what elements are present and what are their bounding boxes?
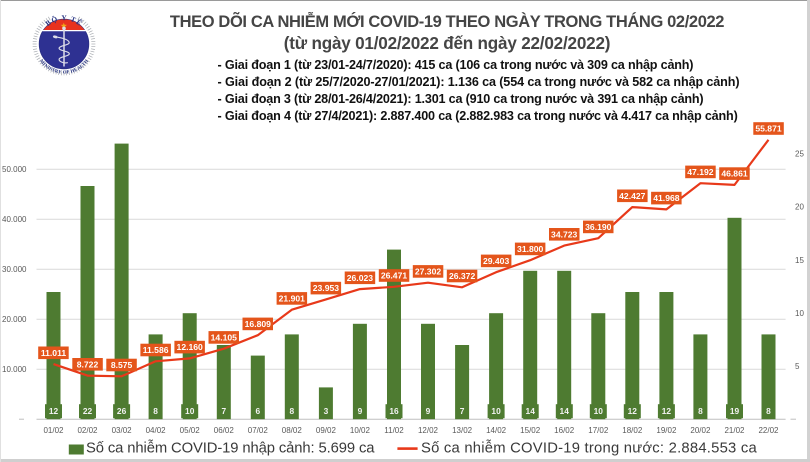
svg-text:12/02: 12/02: [418, 426, 439, 435]
svg-text:8: 8: [289, 406, 294, 416]
svg-text:BỘ Y TẾ: BỘ Y TẾ: [44, 13, 85, 28]
svg-text:11.586: 11.586: [143, 345, 169, 355]
svg-text:47.192: 47.192: [687, 167, 714, 177]
svg-text:10: 10: [795, 309, 804, 318]
svg-text:29.403: 29.403: [483, 256, 510, 266]
svg-text:10: 10: [491, 406, 501, 416]
svg-text:36.190: 36.190: [585, 222, 612, 232]
svg-text:23.953: 23.953: [313, 283, 340, 293]
svg-text:12.160: 12.160: [177, 342, 204, 352]
svg-text:3: 3: [324, 406, 329, 416]
svg-text:03/02: 03/02: [112, 426, 133, 435]
svg-text:26.023: 26.023: [347, 273, 374, 283]
svg-text:07/02: 07/02: [248, 426, 269, 435]
svg-text:41.968: 41.968: [653, 193, 680, 203]
svg-text:6: 6: [255, 406, 260, 416]
svg-text:55.871: 55.871: [755, 124, 782, 134]
svg-text:46.861: 46.861: [721, 169, 748, 179]
svg-text:Số ca nhiễm COVID-19 nhập cảnh: Số ca nhiễm COVID-19 nhập cảnh: 5.699 ca: [86, 439, 375, 456]
svg-text:10.000: 10.000: [2, 365, 27, 374]
svg-text:19/02: 19/02: [656, 426, 677, 435]
svg-text:06/02: 06/02: [214, 426, 235, 435]
svg-text:Số ca nhiễm COVID-19 trong nướ: Số ca nhiễm COVID-19 trong nước: 2.884.5…: [421, 439, 757, 456]
svg-text:9: 9: [358, 406, 363, 416]
svg-text:22/02: 22/02: [758, 426, 779, 435]
svg-text:14.105: 14.105: [211, 333, 238, 343]
svg-text:13/02: 13/02: [452, 426, 473, 435]
svg-text:16.809: 16.809: [245, 319, 272, 329]
svg-text:08/02: 08/02: [282, 426, 303, 435]
svg-text:26.471: 26.471: [381, 271, 408, 281]
svg-text:12: 12: [662, 406, 672, 416]
svg-text:8: 8: [153, 406, 158, 416]
svg-text:31.800: 31.800: [517, 244, 544, 254]
svg-text:8: 8: [698, 406, 703, 416]
svg-text:40.000: 40.000: [2, 215, 27, 224]
svg-text:20.000: 20.000: [2, 315, 27, 324]
svg-text:16: 16: [389, 406, 399, 416]
svg-text:11/02: 11/02: [384, 426, 404, 435]
svg-text:16/02: 16/02: [554, 426, 575, 435]
svg-text:15: 15: [795, 256, 804, 265]
svg-text:20/02: 20/02: [690, 426, 711, 435]
svg-text:17/02: 17/02: [588, 426, 609, 435]
svg-text:09/02: 09/02: [316, 426, 337, 435]
svg-text:8.722: 8.722: [77, 359, 99, 369]
svg-text:19: 19: [730, 406, 740, 416]
svg-text:10: 10: [185, 406, 195, 416]
svg-text:02/02: 02/02: [77, 426, 98, 435]
svg-text:9: 9: [426, 406, 431, 416]
svg-text:18/02: 18/02: [622, 426, 643, 435]
svg-text:21.901: 21.901: [279, 294, 306, 304]
svg-text:25: 25: [795, 150, 804, 159]
svg-text:05/02: 05/02: [180, 426, 201, 435]
svg-text:50.000: 50.000: [2, 165, 27, 174]
svg-text:8.575: 8.575: [111, 360, 133, 370]
svg-text:42.427: 42.427: [619, 191, 646, 201]
svg-text:22: 22: [83, 406, 93, 416]
svg-text:14: 14: [560, 406, 570, 416]
svg-text:10/02: 10/02: [350, 426, 371, 435]
svg-text:01/02: 01/02: [43, 426, 64, 435]
svg-text:12: 12: [628, 406, 638, 416]
svg-text:8: 8: [766, 406, 771, 416]
svg-text:11.011: 11.011: [41, 348, 67, 358]
svg-text:15/02: 15/02: [520, 426, 541, 435]
svg-text:7: 7: [460, 406, 465, 416]
svg-text:30.000: 30.000: [2, 265, 27, 274]
svg-text:27.302: 27.302: [415, 267, 442, 277]
svg-text:21/02: 21/02: [724, 426, 745, 435]
svg-text:26.372: 26.372: [449, 271, 476, 281]
svg-text:7: 7: [221, 406, 226, 416]
svg-text:14/02: 14/02: [486, 426, 507, 435]
svg-text:34.723: 34.723: [551, 229, 578, 239]
svg-text:20: 20: [795, 203, 804, 212]
svg-text:5: 5: [795, 362, 800, 371]
svg-text:12: 12: [49, 406, 59, 416]
svg-text:14: 14: [526, 406, 536, 416]
svg-text:04/02: 04/02: [146, 426, 167, 435]
svg-text:10: 10: [594, 406, 604, 416]
svg-text:26: 26: [117, 406, 127, 416]
